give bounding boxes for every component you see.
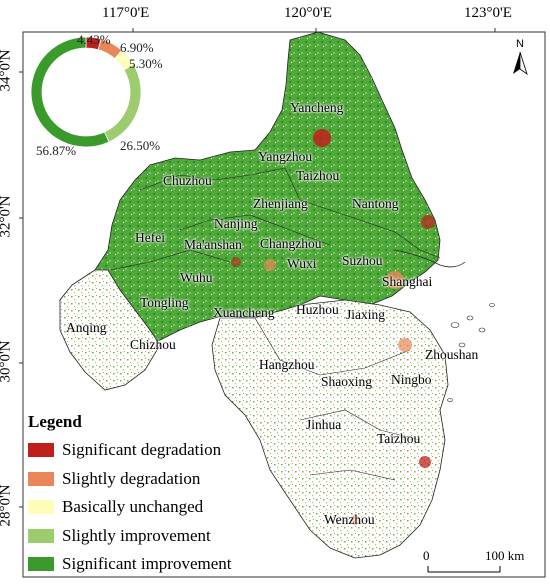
donut-label-significant-degradation: 4.43% bbox=[77, 32, 111, 47]
left-ticks bbox=[19, 71, 23, 508]
region-west-land bbox=[59, 269, 161, 391]
donut-slice-slightly-improvement bbox=[103, 63, 142, 143]
donut-label-slightly-degradation: 6.90% bbox=[120, 40, 154, 55]
city-label: Huzhou bbox=[296, 302, 339, 317]
city-label: Chuzhou bbox=[163, 173, 212, 188]
legend-swatch bbox=[28, 528, 54, 543]
city-label: Hangzhou bbox=[259, 357, 315, 372]
city-label: Wenzhou bbox=[324, 512, 375, 527]
city-label: Jinhua bbox=[306, 417, 342, 432]
city-label: Wuxi bbox=[287, 256, 317, 271]
legend-swatch bbox=[28, 471, 54, 486]
lon-label-123: 123°0'E bbox=[464, 5, 512, 21]
city-label: Hefei bbox=[135, 230, 165, 245]
legend: Legend Significant degradation Slightly … bbox=[28, 412, 278, 579]
islands bbox=[447, 303, 495, 402]
scale-bar bbox=[427, 566, 501, 573]
north-label: N bbox=[516, 38, 524, 50]
legend-label: Slightly improvement bbox=[62, 525, 211, 545]
lat-label-34: 34°0'N bbox=[0, 49, 14, 92]
city-label: Zhoushan bbox=[425, 347, 479, 362]
region-north-land bbox=[59, 31, 441, 353]
donut-slice-significant-improvement bbox=[30, 36, 110, 148]
legend-label: Slightly degradation bbox=[62, 468, 201, 488]
city-label: Taizhou bbox=[296, 168, 340, 183]
city-label: Nanjing bbox=[214, 216, 258, 231]
legend-item: Significant degradation bbox=[28, 436, 278, 465]
lon-label-120: 120°0'E bbox=[284, 5, 332, 21]
legend-label: Significant improvement bbox=[62, 554, 232, 574]
city-label: Nantong bbox=[352, 196, 399, 211]
city-label: Suzhou bbox=[342, 253, 383, 268]
legend-title: Legend bbox=[28, 412, 82, 431]
scale-label-start: 0 bbox=[423, 548, 430, 563]
legend-item: Significant improvement bbox=[28, 550, 278, 579]
legend-label: Basically unchanged bbox=[62, 497, 204, 517]
city-label: Ningbo bbox=[391, 372, 432, 387]
donut-chart bbox=[30, 36, 142, 148]
city-label: Tongling bbox=[140, 295, 189, 310]
city-label: Taizhou bbox=[377, 431, 421, 446]
legend-swatch bbox=[28, 443, 54, 458]
city-label: Changzhou bbox=[260, 236, 322, 251]
lon-label-117: 117°0'E bbox=[102, 5, 150, 21]
river-estuary bbox=[394, 249, 466, 268]
city-label: Yancheng bbox=[290, 100, 344, 115]
lat-label-32: 32°0'N bbox=[0, 195, 14, 238]
north-arrow-icon bbox=[513, 51, 528, 76]
map-frame bbox=[22, 31, 546, 578]
legend-swatch bbox=[28, 557, 54, 572]
region-south-land bbox=[211, 299, 449, 559]
donut-label-significant-improvement: 56.87% bbox=[36, 143, 77, 158]
legend-label: Significant degradation bbox=[62, 440, 222, 460]
city-label: Shanghai bbox=[382, 274, 433, 289]
city-label: Wuhu bbox=[180, 270, 213, 285]
city-label: Yangzhou bbox=[258, 149, 313, 164]
donut-label-slightly-improvement: 26.50% bbox=[120, 138, 161, 153]
top-ticks bbox=[132, 28, 496, 32]
city-label: Jiaxing bbox=[346, 307, 385, 322]
legend-item: Basically unchanged bbox=[28, 493, 278, 522]
lat-label-30: 30°0'N bbox=[0, 340, 14, 383]
lat-label-28: 28°0'N bbox=[0, 484, 14, 527]
boundaries bbox=[109, 167, 441, 481]
city-label: Anqing bbox=[66, 320, 107, 335]
city-label: Xuancheng bbox=[213, 305, 275, 320]
degradation-spots bbox=[231, 129, 435, 525]
legend-item: Slightly degradation bbox=[28, 465, 278, 494]
scale-label-end: 100 km bbox=[485, 548, 525, 563]
city-label: Chizhou bbox=[130, 337, 176, 352]
legend-item: Slightly improvement bbox=[28, 522, 278, 551]
city-label: Zhenjiang bbox=[253, 196, 308, 211]
city-label: Shaoxing bbox=[321, 374, 373, 389]
legend-swatch bbox=[28, 500, 54, 515]
city-label: Ma'anshan bbox=[184, 237, 242, 252]
donut-label-basically-unchanged: 5.30% bbox=[129, 56, 163, 71]
